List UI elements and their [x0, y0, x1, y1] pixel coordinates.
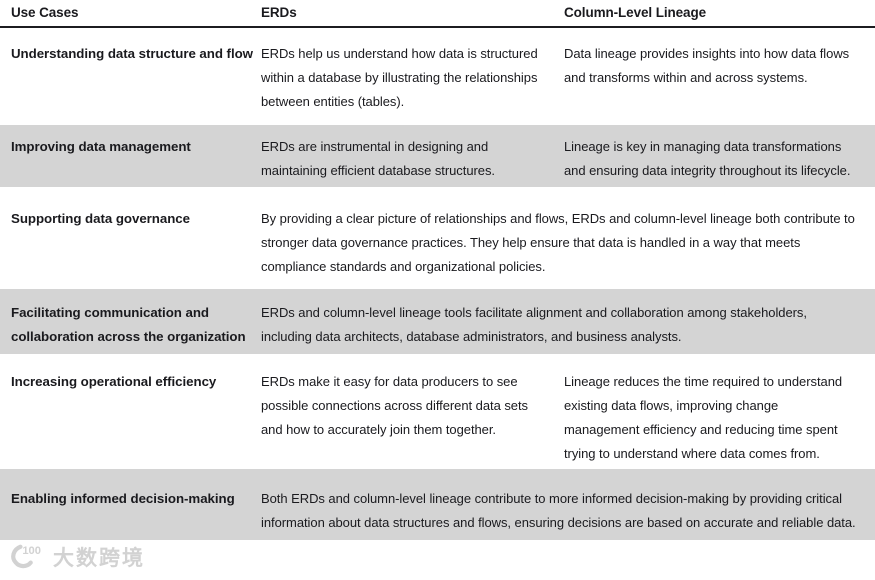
use-case-cell: Enabling informed decision-making [11, 491, 235, 506]
watermark: 100 大数跨境 [8, 542, 145, 572]
use-case-cell: Facilitating communication and collabora… [11, 305, 246, 344]
table-row: Understanding data structure and flow ERD… [0, 28, 875, 125]
table-header-row: Use Cases ERDs Column-Level Lineage [0, 0, 875, 28]
use-case-cell: Supporting data governance [11, 211, 190, 226]
erd-cell: ERDs make it easy for data producers to … [261, 374, 528, 437]
column-header-erds: ERDs [261, 5, 297, 20]
lineage-cell: Data lineage provides insights into how … [564, 46, 850, 85]
combined-cell: By providing a clear picture of relation… [261, 211, 855, 274]
table-row: Enabling informed decision-making Both ER… [0, 469, 875, 540]
lineage-cell: Lineage reduces the time required to und… [564, 374, 843, 461]
watermark-brand-text: 大数跨境 [53, 547, 145, 570]
lineage-cell: Lineage is key in managing data transfor… [564, 139, 851, 178]
erd-cell: ERDs are instrumental in designing and m… [261, 139, 495, 178]
table-row: Increasing operational efficiency ERDs ma… [0, 354, 875, 469]
column-header-column-level-lineage: Column-Level Lineage [564, 5, 707, 20]
erd-cell: ERDs help us understand how data is stru… [261, 46, 538, 109]
use-case-cell: Increasing operational efficiency [11, 374, 217, 389]
watermark-logo-number: 100 [22, 545, 41, 557]
use-case-cell: Understanding data structure and flow [11, 46, 253, 61]
table-body: Understanding data structure and flow ERD… [0, 28, 875, 540]
brand-logo-icon: 100 [11, 544, 41, 569]
table-row: Facilitating communication and collabora… [0, 289, 875, 354]
table-row: Improving data management ERDs are instru… [0, 125, 875, 187]
combined-cell: ERDs and column-level lineage tools faci… [261, 305, 807, 344]
table-row: Supporting data governance By providing a… [0, 187, 875, 289]
combined-cell: Both ERDs and column-level lineage contr… [261, 491, 856, 530]
column-header-use-cases: Use Cases [11, 5, 79, 20]
comparison-table: Use Cases ERDs Column-Level Lineage Unde… [0, 0, 875, 540]
use-case-cell: Improving data management [11, 139, 191, 154]
